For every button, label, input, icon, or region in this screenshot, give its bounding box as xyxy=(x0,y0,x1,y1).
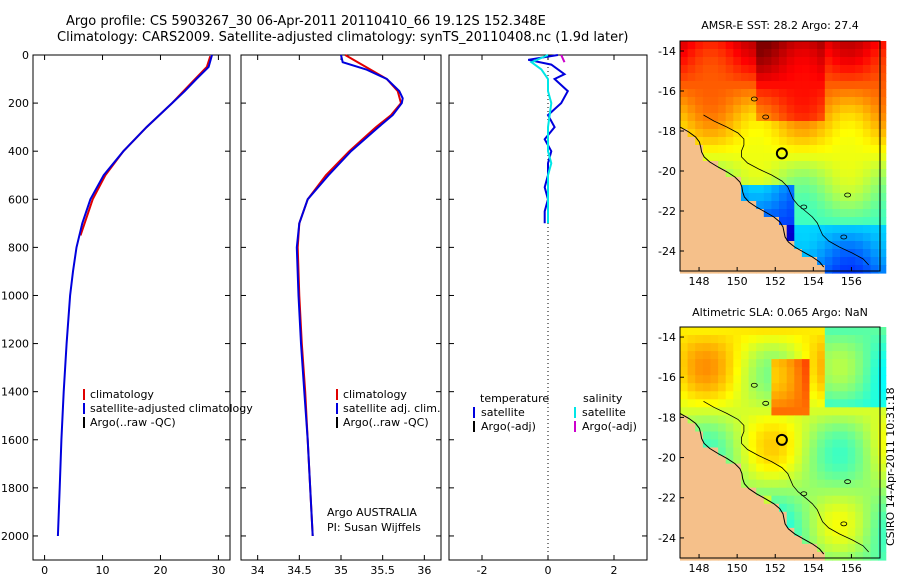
header-line1: Argo profile: CS 5903267_30 06-Apr-2011 … xyxy=(66,14,546,29)
salinity-xtick-label: 35.5 xyxy=(370,564,395,577)
sst-map-island xyxy=(840,234,848,240)
sst-map-title: AMSR-E SST: 28.2 Argo: 27.4 xyxy=(701,19,859,32)
salinity-legend-label: Argo(..raw -QC) xyxy=(343,416,429,429)
depth-tick-label: 0 xyxy=(22,49,29,62)
temperature-xlabel: temperature xyxy=(97,578,166,580)
diff-legend-label-sal: Argo(-adj) xyxy=(582,420,637,433)
sst-map-island xyxy=(750,96,758,102)
sst-map-argo-marker xyxy=(775,147,788,160)
sla-map-xtick-label: 148 xyxy=(689,562,710,575)
sla-map-xtick-label: 154 xyxy=(803,562,824,575)
temperature-legend-label: satellite-adjusted climatology xyxy=(90,402,253,415)
temperature-xtick-label: 20 xyxy=(153,564,167,577)
sst-map-reef-line xyxy=(703,114,869,266)
sla-map-island xyxy=(800,491,808,497)
depth-tick-label: 400 xyxy=(8,145,29,158)
argo-australia-note: Argo AUSTRALIA xyxy=(327,506,417,519)
sla-map-island xyxy=(750,382,758,388)
sst-map-frame xyxy=(679,40,881,272)
temperature-legend-label: Argo(..raw -QC) xyxy=(90,416,176,429)
sla-map-xtick-label: 156 xyxy=(841,562,862,575)
sla-map-island xyxy=(762,400,770,406)
sla-map-island xyxy=(844,479,852,485)
temperature-series-satellite-adjusted-climatology xyxy=(56,54,213,537)
sst-map-xtick-label: 154 xyxy=(803,275,824,288)
sst-map-xtick-label: 152 xyxy=(765,275,786,288)
difference-series-salinity-satellite xyxy=(529,54,553,224)
sst-map-ytick-label: -22 xyxy=(658,205,676,218)
depth-tick-label: 600 xyxy=(8,193,29,206)
depth-tick-label: 1400 xyxy=(1,386,29,399)
sla-map-argo-marker xyxy=(775,433,788,446)
sst-map-ytick-label: -20 xyxy=(658,165,676,178)
sst-map-island xyxy=(844,192,852,198)
sst-map-field xyxy=(680,41,887,274)
sla-map-ytick-label: -22 xyxy=(658,492,676,505)
sst-map-coastline xyxy=(679,126,825,268)
sla-map-ytick-label: -14 xyxy=(658,331,676,344)
sst-map-xtick-label: 156 xyxy=(841,275,862,288)
sla-map-frame xyxy=(679,326,881,559)
sla-map-title: Altimetric SLA: 0.065 Argo: NaN xyxy=(692,306,868,319)
depth-tick-label: 800 xyxy=(8,241,29,254)
salinity-axes xyxy=(240,54,442,561)
difference-xtick-label: 2 xyxy=(611,564,618,577)
sst-map-ytick-label: -14 xyxy=(658,45,676,58)
sst-map-ytick-label: -18 xyxy=(658,125,676,138)
salinity-xtick-label: 34 xyxy=(251,564,265,577)
pi-note: PI: Susan Wijffels xyxy=(327,521,421,534)
temperature-legend-label: climatology xyxy=(90,388,154,401)
sst-map-ytick-label: -16 xyxy=(658,85,676,98)
difference-series-temperature-satellite xyxy=(527,54,570,224)
difference-xtick-label: -2 xyxy=(477,564,488,577)
temperature-xtick-label: 0 xyxy=(41,564,48,577)
sst-map-island xyxy=(800,204,808,210)
diff-legend-label-temp: Argo(-adj) xyxy=(481,420,536,433)
sla-map-reef-line xyxy=(703,400,869,553)
sla-map-ytick-label: -16 xyxy=(658,371,676,384)
salinity-xlabel: salinity xyxy=(321,578,361,580)
sla-map-coastline xyxy=(679,412,825,555)
difference-xlabel: difference from climatology xyxy=(472,578,624,580)
difference-series-salinity-argo-adj- xyxy=(560,54,566,63)
salinity-xtick-label: 34.5 xyxy=(287,564,312,577)
depth-tick-label: 200 xyxy=(8,97,29,110)
depth-tick-label: 1600 xyxy=(1,434,29,447)
salinity-xtick-label: 35 xyxy=(334,564,348,577)
salinity-legend-label: satellite adj. clim. xyxy=(343,402,440,415)
diff-legend-title-temp: temperature xyxy=(480,392,549,405)
diff-legend-title-sal: salinity xyxy=(583,392,623,405)
salinity-legend-label: climatology xyxy=(343,388,407,401)
diff-legend-label-temp: satellite xyxy=(481,406,525,419)
temperature-axes xyxy=(32,54,231,561)
depth-tick-label: 1000 xyxy=(1,289,29,302)
salinity-xtick-label: 36 xyxy=(417,564,431,577)
difference-xtick-label: 0 xyxy=(545,564,552,577)
sst-map-xtick-label: 148 xyxy=(689,275,710,288)
sla-map-ytick-label: -24 xyxy=(658,532,676,545)
header-line2: Climatology: CARS2009. Satellite-adjuste… xyxy=(57,30,629,45)
sla-map-ytick-label: -18 xyxy=(658,411,676,424)
sla-map-island xyxy=(840,521,848,527)
sla-map-ytick-label: -20 xyxy=(658,452,676,465)
sla-map-xtick-label: 150 xyxy=(727,562,748,575)
temperature-xtick-label: 10 xyxy=(96,564,110,577)
sst-map-xtick-label: 150 xyxy=(727,275,748,288)
sla-map-xtick-label: 152 xyxy=(765,562,786,575)
diff-legend-label-sal: satellite xyxy=(582,406,626,419)
sst-map-island xyxy=(762,114,770,120)
depth-tick-label: 2000 xyxy=(1,530,29,543)
salinity-series-satellite-adj-clim- xyxy=(295,54,404,537)
sst-map-ytick-label: -24 xyxy=(658,245,676,258)
depth-tick-label: 1200 xyxy=(1,338,29,351)
temperature-xtick-label: 30 xyxy=(211,564,225,577)
depth-tick-label: 1800 xyxy=(1,482,29,495)
